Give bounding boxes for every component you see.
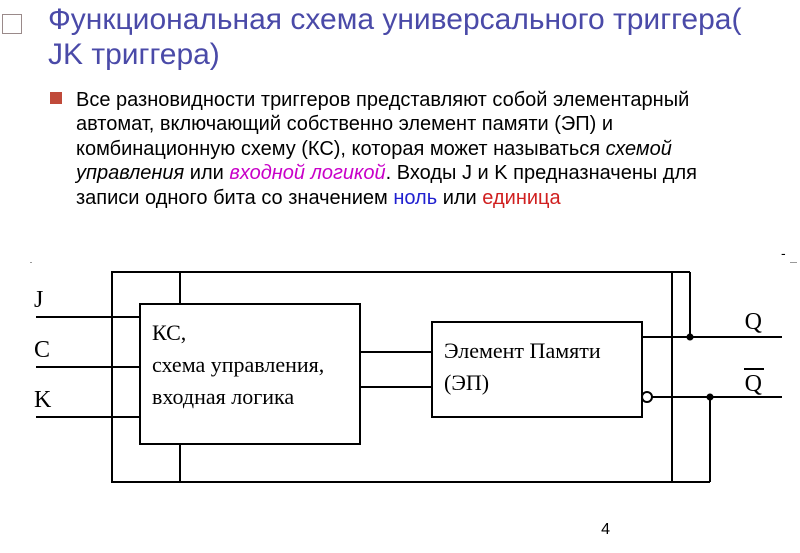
svg-text:схема управления,: схема управления, (152, 352, 324, 377)
dash-mark: - (781, 245, 786, 261)
svg-text:K: K (34, 387, 52, 413)
body-p8: единица (482, 187, 560, 209)
svg-text:J: J (34, 287, 43, 313)
body-p6: ноль (393, 187, 437, 209)
body-p4: входной логикой (229, 162, 385, 184)
slide-corner-icon (2, 14, 22, 34)
svg-text:Q: Q (745, 309, 762, 335)
slide-number: 4 (601, 521, 610, 539)
slide-title: Функциональная схема универсального триг… (48, 2, 768, 73)
bullet-icon (50, 92, 62, 104)
svg-text:входная логика: входная логика (152, 384, 294, 409)
svg-text:КС,: КС, (152, 320, 186, 345)
body-p7: или (437, 187, 482, 209)
svg-text:Элемент Памяти: Элемент Памяти (444, 338, 601, 363)
jk-trigger-diagram: КС, схема управления, входная логика Элемен… (32, 262, 790, 518)
svg-text:(ЭП): (ЭП) (444, 370, 489, 395)
body-p3: или (184, 162, 229, 184)
svg-text:C: C (34, 337, 50, 363)
svg-text:Q: Q (745, 371, 762, 397)
body-text: Все разновидности триггеров представляют… (76, 88, 736, 210)
body-p1: Все разновидности триггеров представляют… (76, 89, 689, 160)
